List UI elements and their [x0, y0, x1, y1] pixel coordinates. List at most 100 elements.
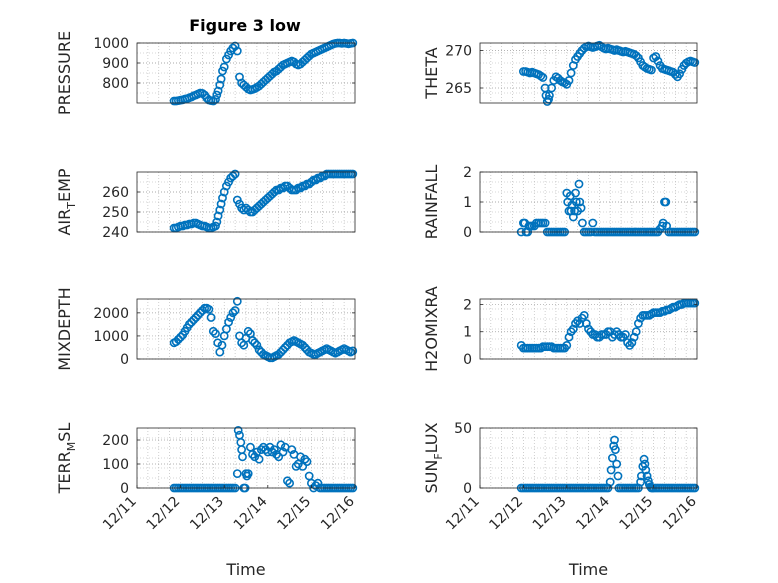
y-axis-label: MIXDEPTH	[55, 287, 74, 370]
data-point	[232, 296, 242, 306]
data-point	[291, 185, 301, 195]
data-point	[641, 465, 651, 475]
data-point	[348, 169, 358, 179]
data-point	[611, 445, 620, 454]
data-point	[640, 459, 650, 469]
y-axis-label: TERRMSL	[55, 423, 78, 495]
data-point	[610, 435, 619, 445]
panel-4: 0 1 2 RAINFALL	[422, 165, 700, 241]
data-point	[348, 346, 358, 356]
data-point	[265, 442, 275, 452]
panel-5: 0 1000 2000 MIXDEPTH	[55, 287, 358, 371]
data-point	[612, 459, 622, 469]
y-tick-label: 0	[120, 481, 129, 497]
data-point	[300, 454, 310, 464]
y-tick-label: 900	[102, 56, 129, 72]
data-point	[176, 332, 185, 342]
data-point	[578, 218, 587, 228]
y-tick-label: 270	[445, 44, 472, 60]
data-point	[637, 471, 646, 481]
axes-frame	[479, 298, 698, 360]
data-point	[224, 317, 233, 327]
data-point	[579, 310, 589, 320]
data-point	[564, 332, 574, 342]
data-point	[631, 51, 641, 61]
data-point	[233, 425, 243, 435]
data-point	[562, 340, 572, 350]
data-point	[300, 181, 310, 191]
axes-frame	[136, 298, 356, 360]
axes-frame	[479, 42, 698, 104]
data-point	[250, 338, 260, 348]
y-axis-label: RAINFALL	[422, 165, 441, 240]
data-point	[274, 349, 284, 359]
data-point	[232, 46, 242, 56]
axes-frame	[136, 171, 356, 233]
data-point	[661, 197, 671, 207]
y-axis-label: H2OMIXRA	[422, 286, 441, 372]
y-tick-label: 1	[463, 325, 472, 341]
data-point	[613, 471, 623, 481]
y-tick-label: 1000	[93, 36, 129, 52]
data-point	[215, 80, 225, 90]
data-point	[276, 347, 286, 357]
axes-frame	[479, 427, 698, 489]
data-point	[568, 324, 578, 334]
data-point	[211, 221, 220, 231]
data-point	[575, 197, 585, 207]
data-point	[274, 185, 284, 195]
data-point	[193, 310, 203, 320]
data-point	[213, 338, 223, 348]
data-point	[216, 74, 226, 84]
data-point	[282, 476, 292, 486]
y-tick-label: 250	[102, 205, 129, 221]
y-tick-label: 0	[463, 352, 472, 368]
data-point	[315, 173, 325, 183]
data-point	[215, 205, 225, 215]
axes-frame	[136, 42, 356, 104]
panel-3: 240 250 260 AIRTEMP	[55, 168, 358, 241]
data-point	[218, 193, 227, 203]
data-point	[280, 343, 290, 352]
y-axis-label: SUNFLUX	[422, 422, 445, 493]
x-axis-label: Time	[568, 560, 608, 579]
data-point	[588, 218, 598, 228]
figure-title: Figure 3 low	[189, 16, 301, 35]
data-point	[608, 453, 617, 463]
data-point	[238, 452, 247, 462]
data-point	[568, 212, 578, 222]
y-tick-label: 1	[463, 195, 472, 211]
grid	[480, 427, 697, 489]
data-point	[670, 70, 680, 79]
data-point	[232, 469, 242, 478]
data-point	[296, 183, 305, 193]
data-point	[250, 452, 260, 462]
data-point	[545, 91, 554, 100]
data-point	[237, 338, 246, 348]
x-axis-label: Time	[225, 560, 265, 579]
data-point	[219, 62, 229, 72]
data-point	[574, 179, 584, 189]
panel-6: 0 1 2 H2OMIXRA	[422, 286, 700, 372]
data-point	[204, 304, 214, 314]
data-point	[228, 308, 238, 318]
data-point	[653, 56, 663, 66]
data-point	[230, 169, 240, 179]
y-tick-label: 50	[454, 421, 472, 437]
series-markers	[519, 40, 700, 106]
data-point	[621, 330, 630, 339]
y-tick-label: 2	[463, 165, 472, 181]
panel-1: 800 900 1000 PRESSURE	[55, 31, 358, 115]
data-point	[300, 343, 310, 352]
data-point	[651, 52, 661, 61]
data-point	[302, 457, 312, 466]
data-point	[254, 345, 264, 355]
y-tick-label: 2000	[93, 306, 129, 322]
data-point	[278, 447, 288, 457]
data-point	[218, 66, 227, 76]
data-point	[627, 338, 637, 347]
data-point	[675, 69, 684, 79]
data-point	[206, 313, 216, 322]
